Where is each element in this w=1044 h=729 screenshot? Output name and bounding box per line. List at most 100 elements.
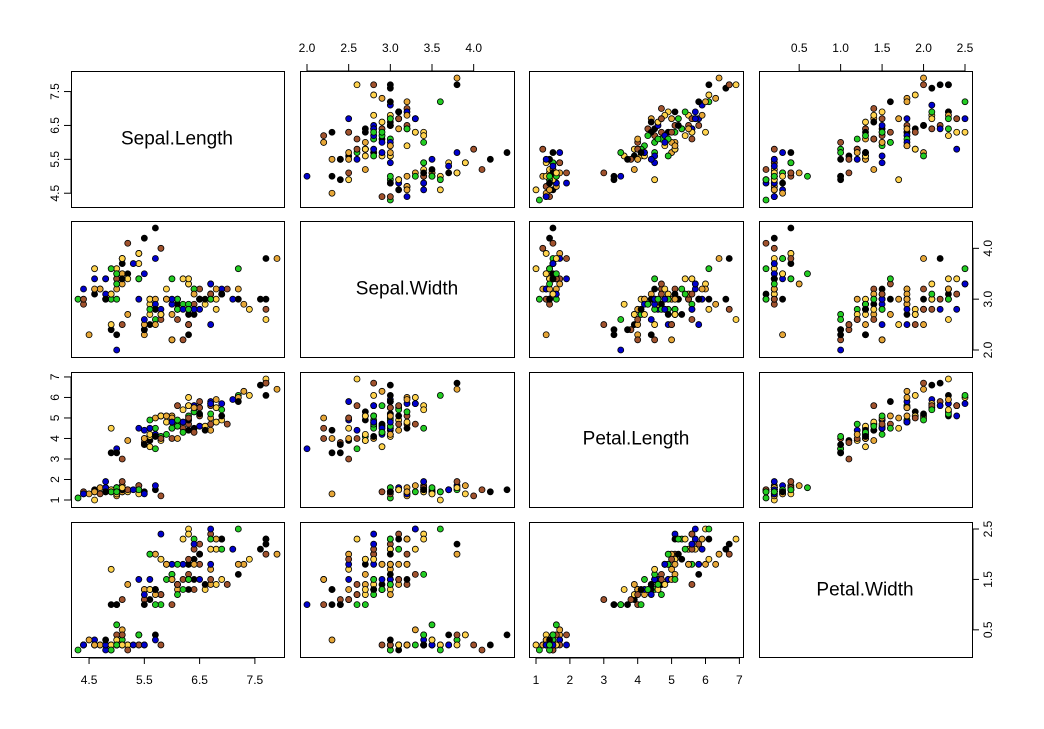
point: [135, 486, 143, 494]
point: [853, 295, 861, 303]
point: [715, 550, 723, 558]
point: [370, 145, 378, 153]
point: [157, 530, 165, 538]
point: [212, 545, 220, 553]
point: [664, 152, 672, 160]
point: [273, 550, 281, 558]
point: [196, 410, 204, 418]
point: [647, 316, 655, 323]
point: [328, 128, 336, 136]
point: [886, 138, 894, 146]
point: [853, 155, 861, 163]
point: [113, 280, 121, 288]
point: [185, 426, 192, 434]
point: [146, 416, 154, 424]
point: [345, 555, 353, 563]
point: [207, 545, 215, 553]
point: [185, 394, 192, 401]
point: [234, 265, 242, 273]
point: [928, 305, 936, 313]
point: [637, 305, 645, 313]
point: [386, 98, 394, 106]
point: [411, 172, 419, 180]
point: [691, 115, 699, 123]
point: [403, 172, 411, 180]
point: [207, 400, 215, 408]
axes: 2.0 2.5 3.0 3.5 4.0 0.5 1.0 1.5 2.0 2.5 4.5 5.5 6.5 7…: [48, 41, 995, 687]
point: [895, 295, 903, 303]
point: [420, 132, 428, 140]
point: [91, 285, 98, 293]
point: [945, 295, 952, 303]
point: [546, 265, 553, 273]
point: [688, 316, 696, 323]
point: [681, 535, 689, 543]
point: [911, 311, 919, 318]
point: [779, 488, 786, 496]
point: [878, 128, 886, 136]
y-tick-label-petal-length: 3: [48, 455, 62, 462]
point: [634, 135, 642, 143]
point: [936, 81, 944, 89]
point: [361, 412, 369, 420]
point: [549, 162, 557, 170]
point: [328, 155, 336, 163]
point: [668, 115, 675, 123]
point: [140, 270, 148, 278]
y-tick-label-petal-length: 7: [48, 373, 62, 380]
point: [107, 565, 115, 573]
point: [453, 169, 461, 177]
point: [395, 125, 403, 133]
point: [878, 108, 886, 116]
point: [168, 576, 176, 583]
point: [403, 488, 411, 496]
point: [345, 586, 353, 593]
point: [201, 295, 209, 303]
point: [157, 591, 165, 598]
point: [303, 601, 311, 609]
point: [837, 433, 845, 440]
point: [212, 295, 220, 303]
point: [174, 422, 181, 430]
point: [146, 305, 154, 313]
point: [234, 560, 242, 568]
point: [886, 311, 894, 318]
point: [135, 295, 143, 303]
point: [770, 280, 778, 288]
point: [146, 295, 154, 303]
point: [532, 186, 540, 194]
point: [762, 166, 770, 173]
point: [837, 331, 845, 339]
point: [634, 155, 642, 163]
point: [179, 406, 187, 414]
point: [436, 488, 444, 496]
point: [436, 392, 444, 399]
point: [80, 490, 87, 498]
point: [620, 300, 628, 308]
point: [378, 576, 386, 583]
point: [386, 381, 394, 389]
point: [185, 555, 192, 563]
point: [118, 641, 126, 649]
point: [345, 596, 353, 603]
point: [870, 118, 878, 126]
point: [135, 576, 143, 583]
point: [185, 576, 192, 583]
point: [787, 255, 795, 262]
point: [378, 443, 386, 451]
point: [428, 636, 436, 644]
point: [637, 601, 645, 609]
point: [328, 636, 336, 644]
point: [420, 179, 428, 187]
point: [80, 641, 87, 649]
point: [411, 570, 419, 578]
point: [878, 430, 886, 438]
point: [140, 426, 148, 434]
point: [102, 295, 110, 303]
point: [411, 128, 419, 136]
point: [453, 149, 461, 156]
point: [715, 255, 723, 262]
point: [113, 331, 121, 339]
point: [661, 305, 669, 313]
point: [303, 445, 311, 453]
